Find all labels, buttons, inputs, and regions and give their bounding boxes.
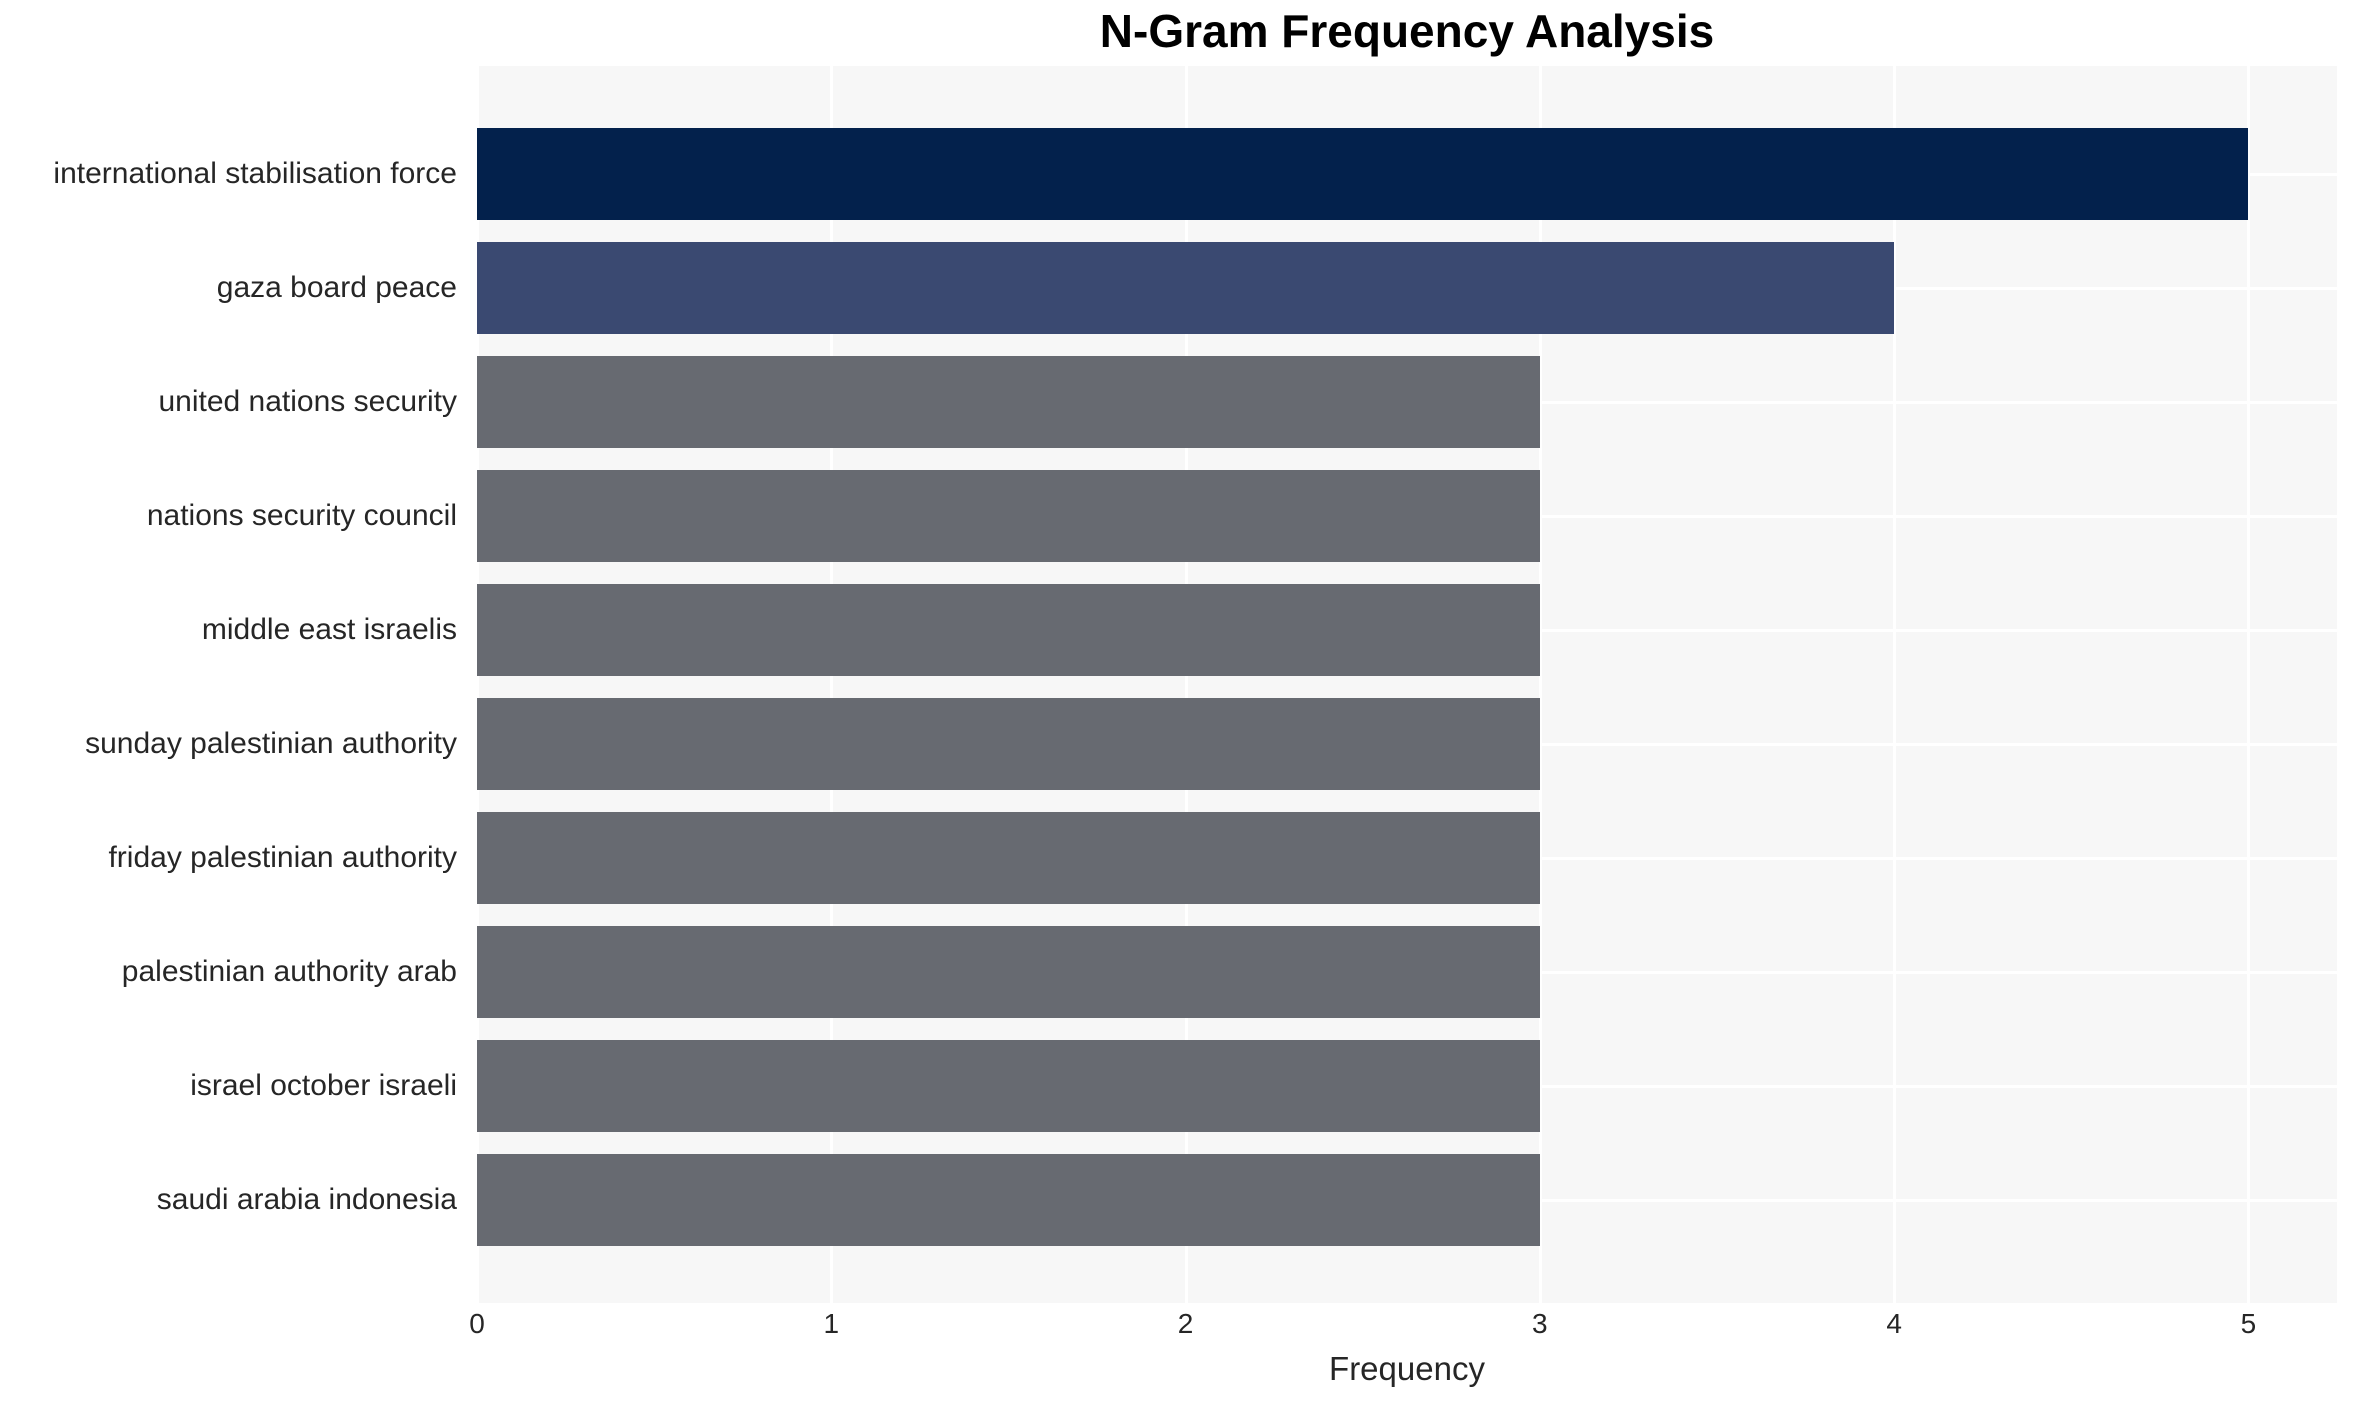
- bar-israel-october-israeli: [477, 1040, 1540, 1132]
- gridline-x-4: [1893, 66, 1897, 1303]
- category-label: united nations security: [158, 385, 457, 418]
- x-tick-label-2: 2: [1177, 1308, 1194, 1339]
- category-label: middle east israelis: [201, 613, 457, 646]
- bar-friday-palestinian-authority: [477, 812, 1540, 904]
- bar-middle-east-israelis: [477, 584, 1540, 676]
- bar-sunday-palestinian-authority: [477, 698, 1540, 790]
- x-axis-label: Frequency: [1329, 1350, 1485, 1387]
- x-tick-label-5: 5: [2240, 1308, 2257, 1339]
- plot-area: [476, 66, 2337, 1303]
- x-tick-label-3: 3: [1532, 1308, 1548, 1339]
- category-label: gaza board peace: [216, 271, 457, 304]
- x-axis-ticks: 0 1 2 3 4 5: [0, 1308, 2358, 1344]
- x-tick-label-4: 4: [1886, 1308, 1902, 1339]
- chart-title: N-Gram Frequency Analysis: [1099, 5, 1715, 57]
- bar-nations-security-council: [477, 470, 1540, 562]
- y-axis-labels: international stabilisation force gaza bo…: [0, 66, 467, 1303]
- gridline-x-2: [1184, 66, 1188, 1303]
- bar-international-stabilisation-force: [477, 128, 2249, 220]
- category-label: israel october israeli: [190, 1069, 457, 1102]
- category-label: saudi arabia indonesia: [156, 1183, 457, 1216]
- category-label: nations security council: [146, 499, 457, 532]
- bar-united-nations-security: [477, 356, 1540, 448]
- bar-saudi-arabia-indonesia: [477, 1154, 1540, 1246]
- category-label: sunday palestinian authority: [85, 727, 457, 760]
- category-label: friday palestinian authority: [108, 841, 457, 874]
- category-label: international stabilisation force: [53, 157, 457, 190]
- x-tick-label-0: 0: [469, 1308, 485, 1339]
- bar-palestinian-authority-arab: [477, 926, 1540, 1018]
- gridline-x-3: [1538, 66, 1542, 1303]
- category-label: palestinian authority arab: [121, 955, 457, 988]
- gridline-x-0: [476, 66, 479, 1303]
- x-tick-label-1: 1: [823, 1308, 840, 1339]
- gridline-x-1: [830, 66, 834, 1303]
- gridline-x-5: [2247, 66, 2251, 1303]
- bar-gaza-board-peace: [477, 242, 1895, 334]
